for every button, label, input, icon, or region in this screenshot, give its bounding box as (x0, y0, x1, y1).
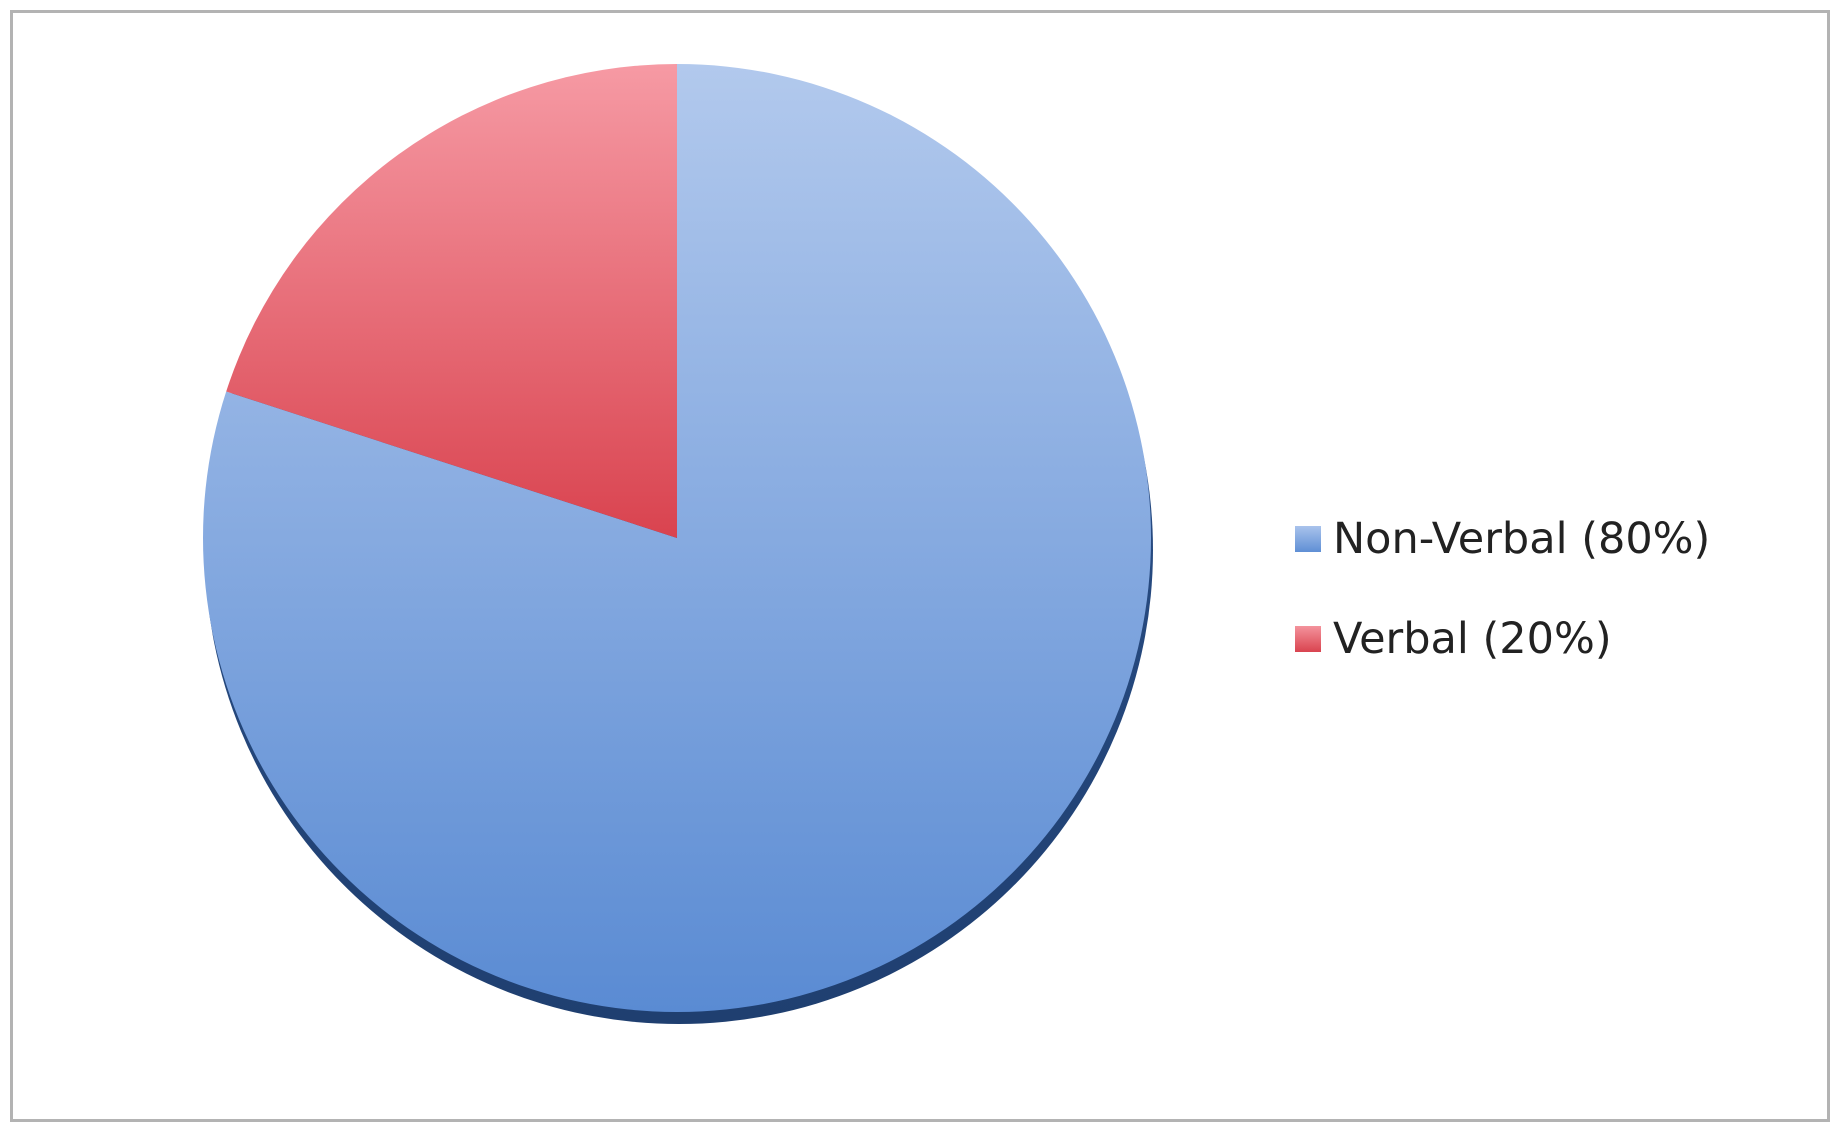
legend-item-non-verbal: Non-Verbal (80%) (1295, 510, 1710, 568)
legend-item-verbal: Verbal (20%) (1295, 610, 1710, 668)
legend: Non-Verbal (80%) Verbal (20%) (1295, 510, 1710, 710)
legend-label-non-verbal: Non-Verbal (80%) (1333, 514, 1711, 564)
pie-slices (203, 64, 1153, 1024)
legend-swatch-non-verbal (1295, 526, 1321, 552)
pie-slice-verbal (226, 64, 677, 538)
legend-swatch-verbal (1295, 626, 1321, 652)
pie-slice-non-verbal (203, 64, 1152, 1012)
legend-label-verbal: Verbal (20%) (1333, 614, 1612, 664)
